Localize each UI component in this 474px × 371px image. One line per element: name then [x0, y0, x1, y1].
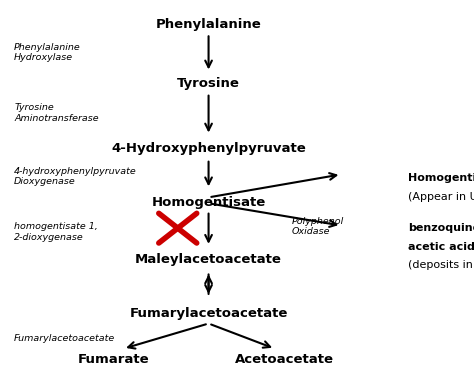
Text: Maleylacetoacetate: Maleylacetoacetate [135, 253, 282, 266]
Text: homogentisate 1,
2-dioxygenase: homogentisate 1, 2-dioxygenase [14, 222, 98, 242]
Text: Phenylalanine
Hydroxylase: Phenylalanine Hydroxylase [14, 43, 81, 62]
Text: acetic acid: acetic acid [408, 242, 474, 252]
Text: Acetoacetate: Acetoacetate [235, 353, 334, 367]
Text: Fumarylacetoacetate: Fumarylacetoacetate [14, 334, 116, 343]
Text: Fumarylacetoacetate: Fumarylacetoacetate [129, 307, 288, 320]
Text: Homogentisate: Homogentisate [408, 173, 474, 183]
Text: (Appear in Urine): (Appear in Urine) [408, 192, 474, 201]
Text: Polyphenol
Oxidase: Polyphenol Oxidase [292, 217, 344, 236]
Text: Tyrosine
Aminotransferase: Tyrosine Aminotransferase [14, 104, 99, 123]
Text: (deposits in tissues): (deposits in tissues) [408, 260, 474, 270]
Text: 4-Hydroxyphenylpyruvate: 4-Hydroxyphenylpyruvate [111, 142, 306, 155]
Text: Tyrosine: Tyrosine [177, 77, 240, 90]
Text: Homogentisate: Homogentisate [151, 196, 266, 209]
Text: Phenylalanine: Phenylalanine [155, 17, 262, 31]
Text: benzoquinone: benzoquinone [408, 223, 474, 233]
Text: 4-hydroxyphenylpyruvate
Dioxygenase: 4-hydroxyphenylpyruvate Dioxygenase [14, 167, 137, 186]
Text: Fumarate: Fumarate [78, 353, 150, 367]
